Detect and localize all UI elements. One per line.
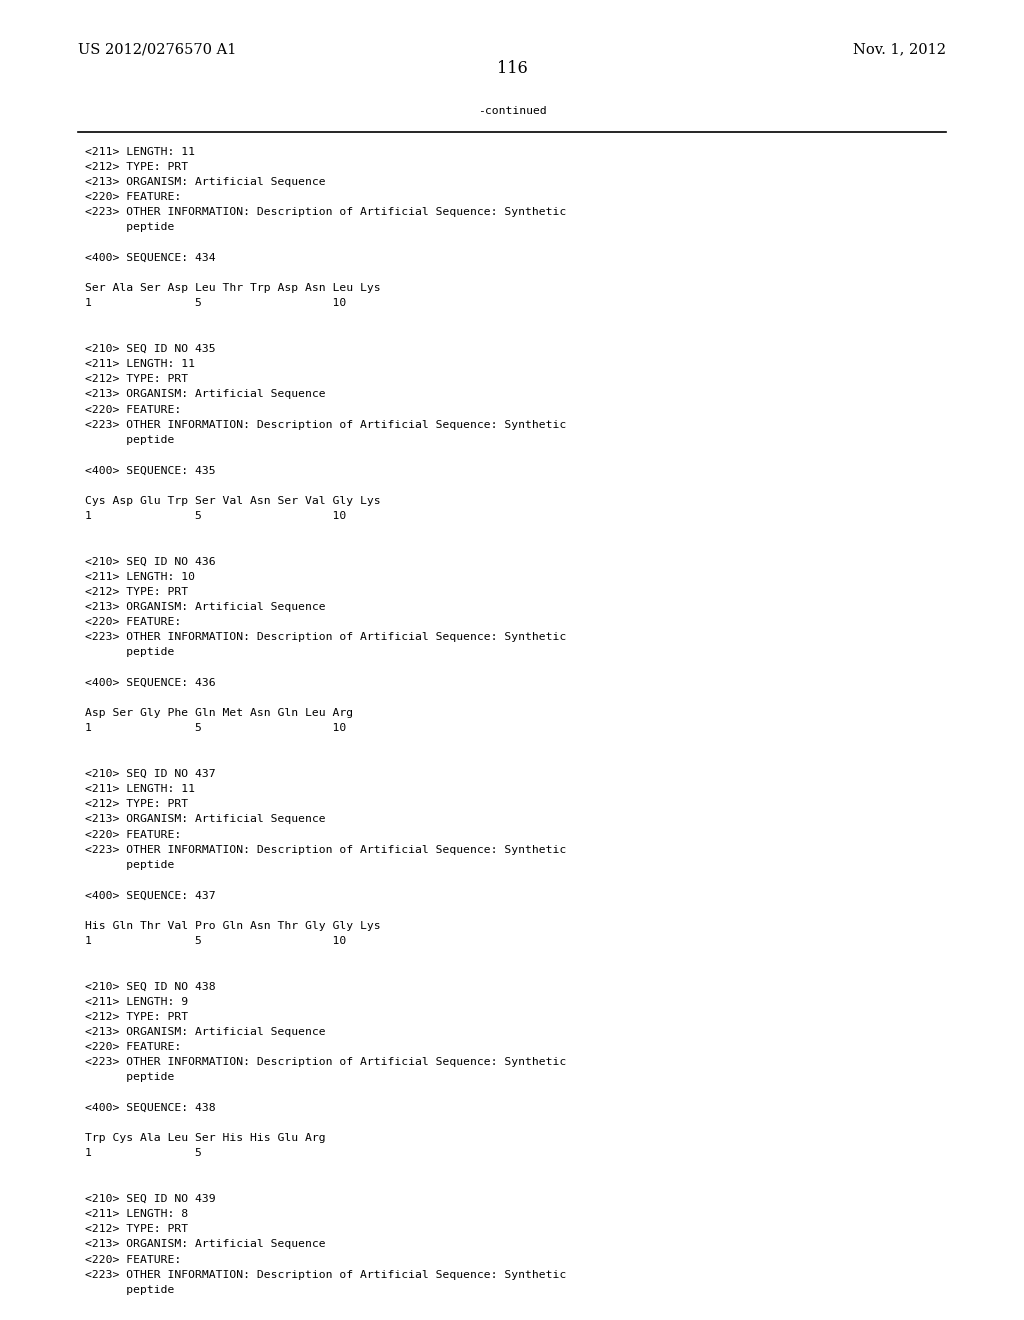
Text: <212> TYPE: PRT: <212> TYPE: PRT	[85, 374, 188, 384]
Text: <400> SEQUENCE: 435: <400> SEQUENCE: 435	[85, 465, 216, 475]
Text: <220> FEATURE:: <220> FEATURE:	[85, 1041, 181, 1052]
Text: <213> ORGANISM: Artificial Sequence: <213> ORGANISM: Artificial Sequence	[85, 389, 326, 400]
Text: <213> ORGANISM: Artificial Sequence: <213> ORGANISM: Artificial Sequence	[85, 1027, 326, 1038]
Text: Asp Ser Gly Phe Gln Met Asn Gln Leu Arg: Asp Ser Gly Phe Gln Met Asn Gln Leu Arg	[85, 708, 353, 718]
Text: <210> SEQ ID NO 436: <210> SEQ ID NO 436	[85, 556, 216, 566]
Text: <210> SEQ ID NO 435: <210> SEQ ID NO 435	[85, 343, 216, 354]
Text: peptide: peptide	[85, 859, 174, 870]
Text: <211> LENGTH: 11: <211> LENGTH: 11	[85, 147, 195, 157]
Text: -continued: -continued	[477, 106, 547, 116]
Text: <211> LENGTH: 9: <211> LENGTH: 9	[85, 997, 188, 1007]
Text: Cys Asp Glu Trp Ser Val Asn Ser Val Gly Lys: Cys Asp Glu Trp Ser Val Asn Ser Val Gly …	[85, 495, 381, 506]
Text: <212> TYPE: PRT: <212> TYPE: PRT	[85, 799, 188, 809]
Text: <211> LENGTH: 11: <211> LENGTH: 11	[85, 359, 195, 370]
Text: <223> OTHER INFORMATION: Description of Artificial Sequence: Synthetic: <223> OTHER INFORMATION: Description of …	[85, 207, 566, 218]
Text: 1               5                   10: 1 5 10	[85, 723, 346, 734]
Text: 1               5: 1 5	[85, 1148, 202, 1159]
Text: US 2012/0276570 A1: US 2012/0276570 A1	[78, 42, 237, 57]
Text: <213> ORGANISM: Artificial Sequence: <213> ORGANISM: Artificial Sequence	[85, 177, 326, 187]
Text: <220> FEATURE:: <220> FEATURE:	[85, 1254, 181, 1265]
Text: 1               5                   10: 1 5 10	[85, 298, 346, 309]
Text: <220> FEATURE:: <220> FEATURE:	[85, 404, 181, 414]
Text: peptide: peptide	[85, 222, 174, 232]
Text: <212> TYPE: PRT: <212> TYPE: PRT	[85, 161, 188, 172]
Text: <223> OTHER INFORMATION: Description of Artificial Sequence: Synthetic: <223> OTHER INFORMATION: Description of …	[85, 632, 566, 643]
Text: <400> SEQUENCE: 436: <400> SEQUENCE: 436	[85, 677, 216, 688]
Text: peptide: peptide	[85, 647, 174, 657]
Text: peptide: peptide	[85, 1072, 174, 1082]
Text: <223> OTHER INFORMATION: Description of Artificial Sequence: Synthetic: <223> OTHER INFORMATION: Description of …	[85, 845, 566, 855]
Text: <210> SEQ ID NO 438: <210> SEQ ID NO 438	[85, 981, 216, 991]
Text: 1               5                   10: 1 5 10	[85, 936, 346, 946]
Text: 1               5                   10: 1 5 10	[85, 511, 346, 521]
Text: <212> TYPE: PRT: <212> TYPE: PRT	[85, 1224, 188, 1234]
Text: <400> SEQUENCE: 434: <400> SEQUENCE: 434	[85, 252, 216, 263]
Text: Nov. 1, 2012: Nov. 1, 2012	[853, 42, 946, 57]
Text: <220> FEATURE:: <220> FEATURE:	[85, 191, 181, 202]
Text: <213> ORGANISM: Artificial Sequence: <213> ORGANISM: Artificial Sequence	[85, 1239, 326, 1250]
Text: <211> LENGTH: 11: <211> LENGTH: 11	[85, 784, 195, 795]
Text: 116: 116	[497, 59, 527, 77]
Text: <211> LENGTH: 10: <211> LENGTH: 10	[85, 572, 195, 582]
Text: peptide: peptide	[85, 434, 174, 445]
Text: peptide: peptide	[85, 1284, 174, 1295]
Text: <223> OTHER INFORMATION: Description of Artificial Sequence: Synthetic: <223> OTHER INFORMATION: Description of …	[85, 420, 566, 430]
Text: <212> TYPE: PRT: <212> TYPE: PRT	[85, 1011, 188, 1022]
Text: <210> SEQ ID NO 439: <210> SEQ ID NO 439	[85, 1193, 216, 1204]
Text: <212> TYPE: PRT: <212> TYPE: PRT	[85, 586, 188, 597]
Text: Trp Cys Ala Leu Ser His His Glu Arg: Trp Cys Ala Leu Ser His His Glu Arg	[85, 1133, 326, 1143]
Text: <223> OTHER INFORMATION: Description of Artificial Sequence: Synthetic: <223> OTHER INFORMATION: Description of …	[85, 1057, 566, 1068]
Text: <213> ORGANISM: Artificial Sequence: <213> ORGANISM: Artificial Sequence	[85, 814, 326, 825]
Text: <210> SEQ ID NO 437: <210> SEQ ID NO 437	[85, 768, 216, 779]
Text: <220> FEATURE:: <220> FEATURE:	[85, 829, 181, 840]
Text: Ser Ala Ser Asp Leu Thr Trp Asp Asn Leu Lys: Ser Ala Ser Asp Leu Thr Trp Asp Asn Leu …	[85, 282, 381, 293]
Text: <211> LENGTH: 8: <211> LENGTH: 8	[85, 1209, 188, 1220]
Text: His Gln Thr Val Pro Gln Asn Thr Gly Gly Lys: His Gln Thr Val Pro Gln Asn Thr Gly Gly …	[85, 920, 381, 931]
Text: <400> SEQUENCE: 437: <400> SEQUENCE: 437	[85, 890, 216, 900]
Text: <213> ORGANISM: Artificial Sequence: <213> ORGANISM: Artificial Sequence	[85, 602, 326, 612]
Text: <220> FEATURE:: <220> FEATURE:	[85, 616, 181, 627]
Text: <400> SEQUENCE: 438: <400> SEQUENCE: 438	[85, 1102, 216, 1113]
Text: <223> OTHER INFORMATION: Description of Artificial Sequence: Synthetic: <223> OTHER INFORMATION: Description of …	[85, 1270, 566, 1280]
